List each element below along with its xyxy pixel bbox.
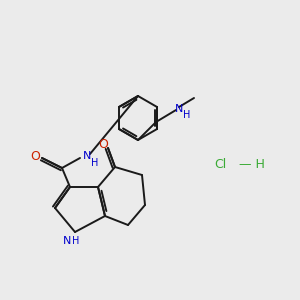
Text: N: N [175,104,183,114]
Text: — H: — H [235,158,265,172]
Text: N: N [83,151,91,161]
Text: H: H [91,158,99,168]
Text: H: H [72,236,80,246]
Text: O: O [30,151,40,164]
Text: N: N [63,236,71,246]
Text: Cl: Cl [214,158,226,172]
Text: O: O [98,139,108,152]
Text: H: H [183,110,191,120]
